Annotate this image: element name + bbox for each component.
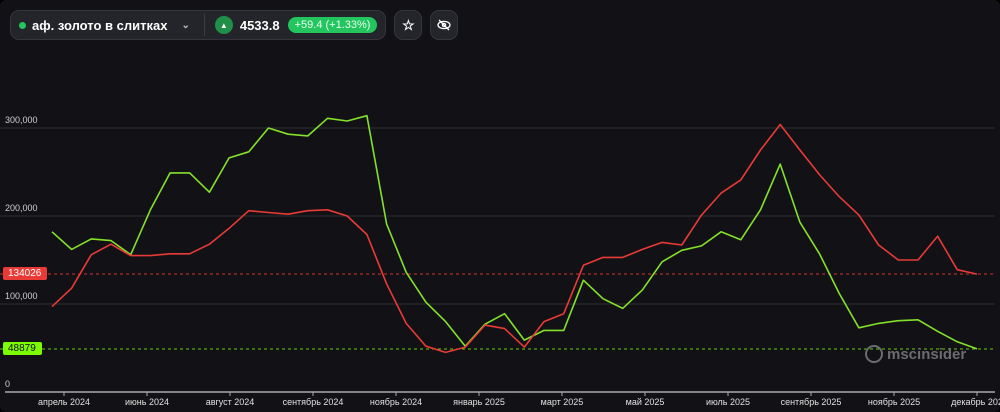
chevron-down-icon[interactable]: ⌄ [181, 19, 190, 31]
star-icon: ☆ [402, 16, 415, 33]
logo-icon [865, 345, 883, 363]
status-dot-icon [19, 21, 26, 29]
y-tick-label: 0 [5, 379, 10, 389]
divider [203, 14, 205, 36]
price-value: 4533.8 [239, 17, 280, 33]
x-tick-label: июль 2025 [706, 397, 750, 407]
instrument-selector[interactable]: аф. золото в слитках ⌄ ▲ 4533.8 +59.4 (+… [10, 10, 387, 40]
x-tick-label: июнь 2024 [125, 397, 169, 407]
x-tick-label: март 2025 [541, 397, 584, 407]
x-tick-label: декабрь 202 [951, 397, 1000, 407]
current-value-tag-red: 134026 [3, 267, 48, 281]
x-tick-label: август 2024 [206, 397, 255, 407]
current-value-tag-green: 48879 [3, 341, 42, 355]
watermark-logo: mscinsider [865, 345, 966, 363]
toolbar: аф. золото в слитках ⌄ ▲ 4533.8 +59.4 (+… [10, 10, 459, 40]
hide-button[interactable] [430, 10, 459, 40]
series-line-red [51, 123, 978, 354]
y-tick-label: 100,000 [5, 291, 38, 301]
x-tick-label: сентябрь 2025 [781, 397, 842, 407]
x-tick-label: январь 2025 [453, 397, 505, 407]
price-change-badge: +59.4 (+1.33%) [287, 17, 378, 33]
x-tick-label: апрель 2024 [38, 397, 90, 407]
instrument-name: аф. золото в слитках [32, 17, 168, 33]
eye-off-icon [437, 19, 452, 31]
series-line-green [51, 114, 978, 350]
x-tick-label: сентябрь 2024 [283, 397, 344, 407]
x-tick-label: ноябрь 2024 [370, 397, 422, 407]
y-tick-label: 300,000 [5, 115, 38, 125]
favorite-button[interactable]: ☆ [394, 10, 423, 40]
y-tick-label: 200,000 [5, 203, 38, 213]
up-arrow-icon: ▲ [214, 16, 233, 34]
watermark-text: mscinsider [887, 345, 967, 363]
x-tick-label: ноябрь 2025 [868, 397, 920, 407]
x-tick-label: май 2025 [626, 397, 665, 407]
